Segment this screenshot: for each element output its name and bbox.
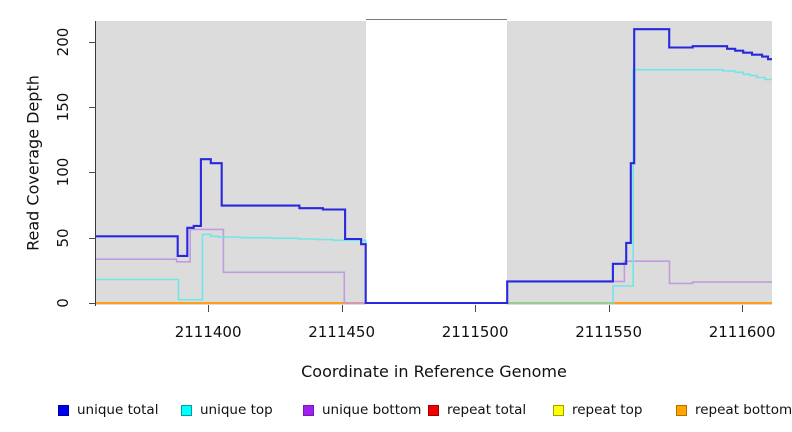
legend-label: unique bottom xyxy=(322,402,422,418)
shaded-region-left xyxy=(96,21,366,305)
x-axis-title: Coordinate in Reference Genome xyxy=(301,362,567,381)
legend-swatch-repeat-total xyxy=(428,404,439,416)
coverage-lines-svg xyxy=(96,28,772,305)
legend-label: repeat top xyxy=(572,402,643,418)
legend-swatch-repeat-bottom xyxy=(676,404,687,416)
legend-item-repeat-top: repeat top xyxy=(553,402,642,418)
unshaded-interval xyxy=(365,19,508,306)
x-tick-mark xyxy=(341,305,343,312)
legend-item-unique-total: unique total xyxy=(58,402,158,418)
legend-label: repeat bottom xyxy=(695,402,792,418)
y-tick-mark xyxy=(89,172,96,174)
xtick-label-4: 2111600 xyxy=(708,323,776,341)
y-axis-title: Read Coverage Depth xyxy=(23,75,43,251)
legend-item-unique-top: unique top xyxy=(181,402,273,418)
legend-swatch-unique-top xyxy=(181,404,192,416)
series-unique-total xyxy=(96,28,772,305)
y-tick-mark xyxy=(89,106,96,108)
ytick-label-3: 150 xyxy=(54,92,72,122)
y-tick-mark xyxy=(89,41,96,43)
legend-item-repeat-total: repeat total xyxy=(428,402,526,418)
ytick-label-1: 50 xyxy=(54,228,72,248)
legend-label: unique top xyxy=(200,402,273,418)
x-tick-mark xyxy=(742,305,744,312)
x-tick-mark xyxy=(208,305,210,312)
xtick-label-3: 2111550 xyxy=(575,323,642,341)
xtick-label-2: 2111500 xyxy=(441,323,509,341)
legend-label: unique total xyxy=(77,402,159,418)
y-tick-mark xyxy=(89,303,96,304)
plot-area xyxy=(96,19,772,306)
ytick-label-0: 0 xyxy=(54,298,72,308)
legend-swatch-repeat-top xyxy=(553,404,564,416)
xtick-label-1: 2111450 xyxy=(308,323,376,341)
legend-label: repeat total xyxy=(447,402,527,418)
y-tick-mark xyxy=(89,237,96,239)
legend-swatch-unique-total xyxy=(58,404,69,416)
legend-swatch-unique-bottom xyxy=(303,404,314,416)
legend-item-repeat-bottom: repeat bottom xyxy=(676,402,792,418)
shaded-region-right xyxy=(507,21,772,305)
y-axis-line xyxy=(95,21,96,306)
x-tick-mark xyxy=(608,305,610,312)
xtick-label-0: 2111400 xyxy=(174,323,242,341)
series-unique-bottom xyxy=(96,228,772,304)
series-unique-top xyxy=(96,68,772,304)
ytick-label-2: 100 xyxy=(54,157,72,187)
legend-item-unique-bottom: unique bottom xyxy=(303,402,421,418)
x-tick-mark xyxy=(475,305,477,312)
ytick-label-4: 200 xyxy=(54,27,72,56)
